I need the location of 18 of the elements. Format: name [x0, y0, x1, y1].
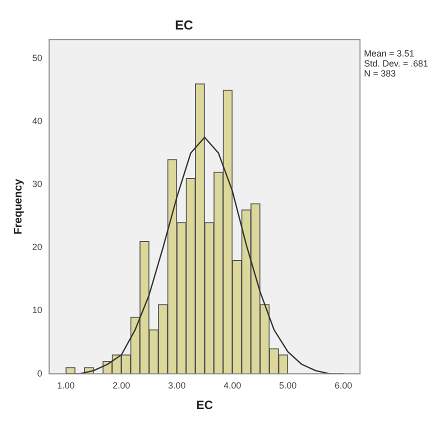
- x-tick-label: 2.00: [112, 380, 130, 391]
- text: Std. Dev. = .681: [364, 58, 428, 69]
- text: Mean = 3.51: [364, 48, 414, 59]
- x-tick-label: 5.00: [279, 380, 297, 391]
- x-tick-label: 6.00: [334, 380, 352, 391]
- y-tick-label: 10: [32, 305, 42, 316]
- y-tick-label: 30: [32, 179, 42, 190]
- text: N = 383: [364, 68, 396, 79]
- x-tick-label: 4.00: [224, 380, 242, 391]
- y-tick-label: 20: [32, 242, 42, 252]
- x-axis-title: EC: [196, 398, 214, 412]
- y-tick-label: 50: [32, 53, 42, 63]
- x-tick-label: 3.00: [168, 380, 186, 391]
- y-axis-title: Frequency: [12, 178, 25, 235]
- y-tick-label: 0: [37, 368, 42, 378]
- chart-title: EC: [174, 17, 194, 32]
- x-tick-label: 1.00: [57, 380, 75, 391]
- y-tick-label: 40: [32, 116, 42, 126]
